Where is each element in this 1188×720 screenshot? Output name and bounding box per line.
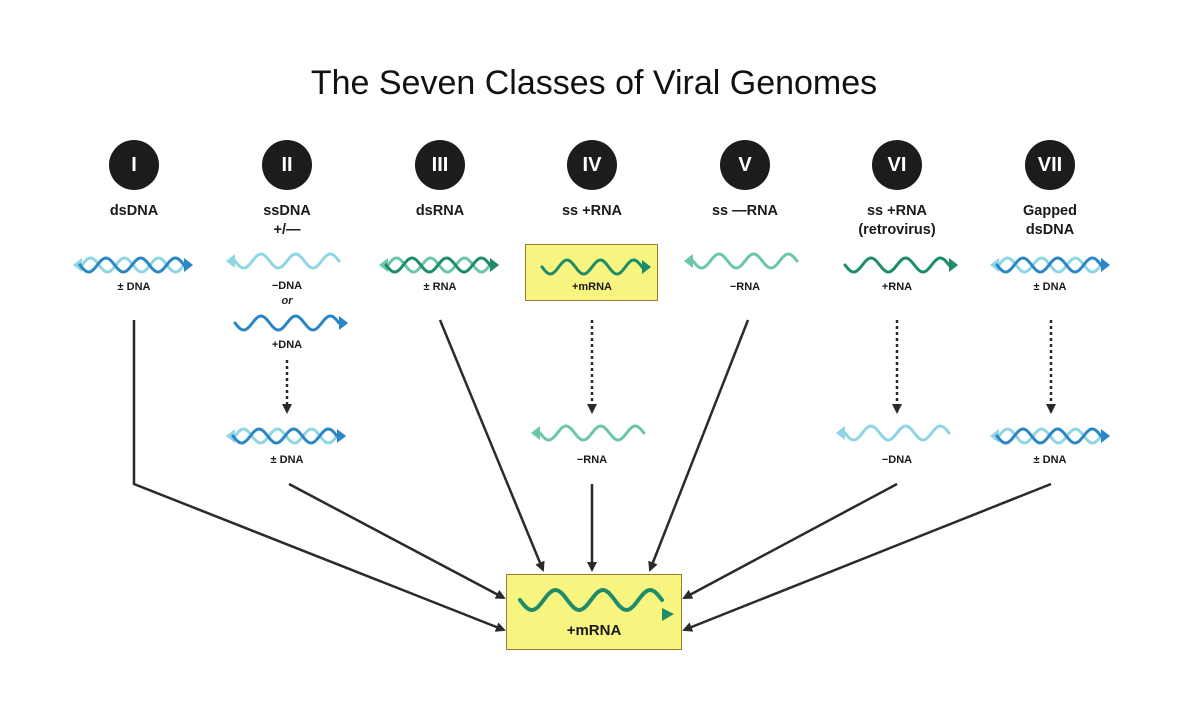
class-i-genome-label: ± DNA	[117, 281, 151, 293]
class-v-title: ss —RNA	[711, 203, 779, 219]
class-iv-minus-rna	[538, 424, 646, 442]
class-i-badge: I	[109, 140, 159, 190]
class-v-minus-rna-head	[683, 254, 693, 268]
class-vi-title: ss +RNA (retrovirus)	[858, 203, 936, 238]
class-vii-intermediate-dsdna-plus-strand	[995, 427, 1103, 445]
target-mrna-strand-head	[662, 608, 674, 621]
arrow-class-v	[648, 319, 750, 572]
class-iv-genome-label: +mRNA	[571, 281, 613, 293]
class-vii-intermediate-dsdna-minus-strand-head	[989, 429, 999, 443]
class-vii-badge: VII	[1025, 140, 1075, 190]
class-vi-minus-dna	[843, 424, 951, 442]
class-iii-title: dsRNA	[415, 203, 465, 219]
target-mrna-box	[506, 574, 682, 650]
class-iv-title: ss +RNA	[561, 203, 623, 219]
class-ii-intermediate-dsdna-plus-strand	[231, 427, 339, 445]
class-i-title: dsDNA	[109, 203, 159, 219]
class-vi-genome-label: +RNA	[881, 281, 913, 293]
class-ii-alt-label: +DNA	[271, 339, 303, 351]
class-v-minus-rna	[691, 252, 799, 270]
class-iii-dsrna-plus-strand-head	[490, 258, 500, 272]
class-vii-dsdna-minus-strand-head	[989, 258, 999, 272]
class-ii-or-text: or	[281, 295, 293, 307]
class-i-dsdna-plus-strand	[78, 256, 186, 274]
class-vii-intermediate-label: ± DNA	[1033, 454, 1067, 466]
class-i-dsdna-plus-strand-head	[184, 258, 194, 272]
class-ii-intermediate-dsdna-plus-strand-head	[337, 429, 347, 443]
class-ii-plus-dna	[233, 314, 341, 332]
target-mrna-label: +mRNA	[566, 622, 622, 639]
class-iii-dsrna-plus-strand	[384, 256, 492, 274]
class-iv-intermediate-label: −RNA	[576, 454, 608, 466]
class-v-genome-label: −RNA	[729, 281, 761, 293]
class-ii-minus-dna	[233, 252, 341, 270]
class-vi-intermediate-label: −DNA	[881, 454, 913, 466]
class-ii-intermediate-dsdna-minus-strand-head	[225, 429, 235, 443]
class-vi-plus-rna	[843, 256, 951, 274]
class-iv-minus-rna-head	[530, 426, 540, 440]
class-iii-dsrna-minus-strand-head	[378, 258, 388, 272]
class-ii-minus-dna-head	[225, 254, 235, 268]
class-ii-genome-label: −DNA	[271, 280, 303, 292]
class-vi-plus-rna-head	[949, 258, 959, 272]
class-vii-intermediate-dsdna-plus-strand-head	[1101, 429, 1111, 443]
class-iv-genome-highlight	[525, 244, 658, 301]
class-i-dsdna-minus-strand-head	[72, 258, 82, 272]
arrow-class-vii	[682, 482, 1052, 632]
class-vi-minus-dna-head	[835, 426, 845, 440]
target-mrna-strand	[518, 587, 664, 613]
class-v-badge: V	[720, 140, 770, 190]
arrow-class-ii	[288, 482, 506, 600]
class-iv-plus-mrna-head	[642, 260, 652, 274]
class-vii-title: Gapped dsDNA	[1023, 203, 1077, 238]
class-vi-badge: VI	[872, 140, 922, 190]
class-iv-plus-mrna	[540, 258, 644, 276]
class-vii-genome-label: ± DNA	[1033, 281, 1067, 293]
class-ii-title: ssDNA +/—	[263, 203, 311, 238]
class-iii-genome-label: ± RNA	[423, 281, 457, 293]
class-ii-badge: II	[262, 140, 312, 190]
class-iv-badge: IV	[567, 140, 617, 190]
class-vii-dsdna-plus-strand-head	[1101, 258, 1111, 272]
class-ii-intermediate-label: ± DNA	[270, 454, 304, 466]
class-vii-dsdna-plus-strand	[995, 256, 1103, 274]
diagram-title: The Seven Classes of Viral Genomes	[310, 64, 878, 102]
arrow-class-iii	[438, 319, 545, 572]
arrow-class-i	[132, 320, 506, 632]
arrow-class-vi	[682, 482, 898, 600]
class-iii-badge: III	[415, 140, 465, 190]
class-ii-plus-dna-head	[339, 316, 349, 330]
